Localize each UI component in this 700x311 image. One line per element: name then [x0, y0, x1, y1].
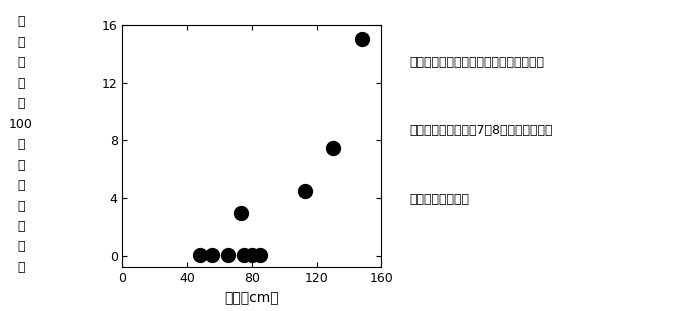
Text: 捕: 捕 — [18, 15, 24, 28]
Point — [206, 253, 217, 258]
Point — [255, 253, 266, 258]
Text: 数: 数 — [18, 77, 24, 90]
Text: 獲地点の平均草高と7～8月のアカネズミ: 獲地点の平均草高と7～8月のアカネズミ — [410, 124, 553, 137]
Point — [300, 188, 311, 193]
Point — [195, 253, 206, 258]
Text: ト: ト — [18, 138, 24, 151]
Text: ナ: ナ — [18, 220, 24, 233]
Point — [235, 210, 246, 215]
Point — [222, 253, 233, 258]
Point — [238, 253, 249, 258]
Text: 100: 100 — [9, 118, 33, 131]
Text: 図３　栃木県北部の放牧草地における捕: 図３ 栃木県北部の放牧草地における捕 — [410, 56, 545, 69]
Point — [356, 37, 368, 42]
Text: 獲: 獲 — [18, 36, 24, 49]
Text: プ: プ — [18, 200, 24, 212]
Text: 捕獲頭数との関係: 捕獲頭数との関係 — [410, 193, 470, 206]
Text: 頭: 頭 — [18, 56, 24, 69]
Point — [328, 145, 339, 150]
Point — [246, 253, 258, 258]
Text: ト: ト — [18, 261, 24, 274]
Text: ッ: ッ — [18, 179, 24, 192]
Text: ラ: ラ — [18, 159, 24, 172]
X-axis label: 草高（cm）: 草高（cm） — [225, 291, 279, 305]
Text: イ: イ — [18, 240, 24, 253]
Text: ／: ／ — [18, 97, 24, 110]
